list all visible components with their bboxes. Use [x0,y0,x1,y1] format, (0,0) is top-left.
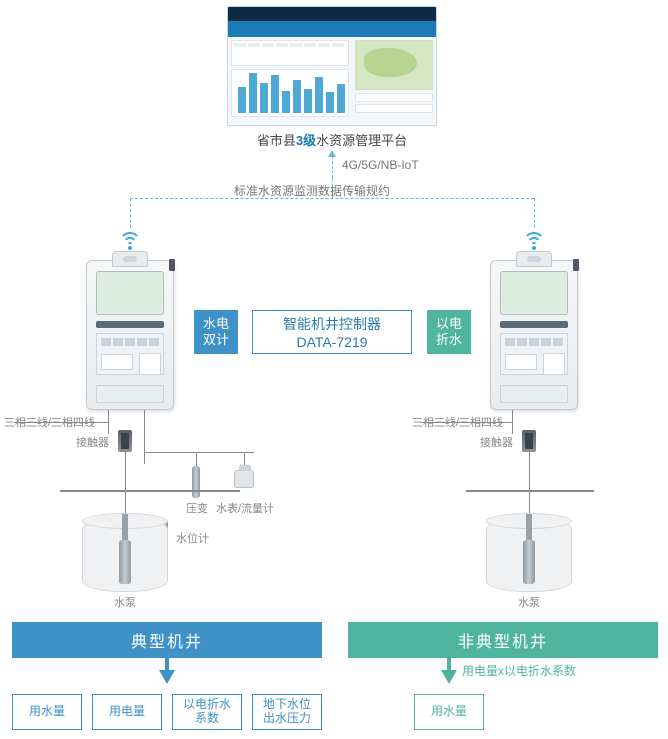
line [466,490,594,492]
wifi-icon-left [119,232,141,250]
chip-water-usage: 用水量 [12,694,82,730]
controller-device-left [86,260,174,410]
chip-groundwater: 地下水位 出水压力 [252,694,322,730]
contactor-icon-left [118,430,132,452]
net-label: 4G/5G/NB-IoT [342,158,419,172]
platform-title-suffix: 水资源管理平台 [316,133,407,148]
controller-device-right [490,260,578,410]
level-label: 水位计 [176,530,209,546]
flowmeter-label: 水表/流量计 [216,500,274,516]
mode-tag-dual: 水电 双计 [194,310,238,354]
platform-title: 省市县3级水资源管理平台 [227,130,437,149]
line [420,422,512,423]
pump-icon-left [119,540,131,584]
transformer-icon [192,466,200,498]
chip-coefficient: 以电折水 系数 [172,694,242,730]
line [60,490,240,492]
chip-water-usage-right: 用水量 [414,694,484,730]
uplink-line [332,156,333,178]
protocol-left-line [130,198,131,228]
protocol-right-line [534,198,535,228]
controller-model-box: 智能机井控制器 DATA-7219 [252,310,412,354]
controller-model-line2: DATA-7219 [296,334,367,350]
line [125,452,126,518]
mode-tag-elec: 以电 折水 [427,310,471,354]
transformer-label: 压变 [186,500,208,516]
chip-electric-usage: 用电量 [92,694,162,730]
pump-label-right: 水泵 [518,594,540,610]
line [144,452,254,453]
platform-title-accent: 3级 [296,133,316,148]
pump-icon-right [523,540,535,584]
line [14,422,108,423]
protocol-label: 标准水资源监测数据传输规约 [234,182,390,199]
contactor-icon-right [522,430,536,452]
line [108,410,109,434]
banner-nontypical: 非典型机井 [348,622,658,658]
controller-model-line1: 智能机井控制器 [283,314,381,334]
banner-typical: 典型机井 [12,622,322,658]
platform-title-prefix: 省市县 [257,133,296,148]
contactor-label-right: 接触器 [480,434,513,450]
platform-dashboard [227,6,437,126]
formula-label: 用电量x以电折水系数 [462,662,576,679]
line [144,410,145,464]
pump-label-left: 水泵 [114,594,136,610]
flowmeter-icon [234,470,254,488]
contactor-label-left: 接触器 [76,434,109,450]
wifi-icon-right [523,232,545,250]
line [512,410,513,434]
line [529,452,530,518]
arrow-down-icon [159,670,175,684]
arrow-down-icon [441,670,457,684]
